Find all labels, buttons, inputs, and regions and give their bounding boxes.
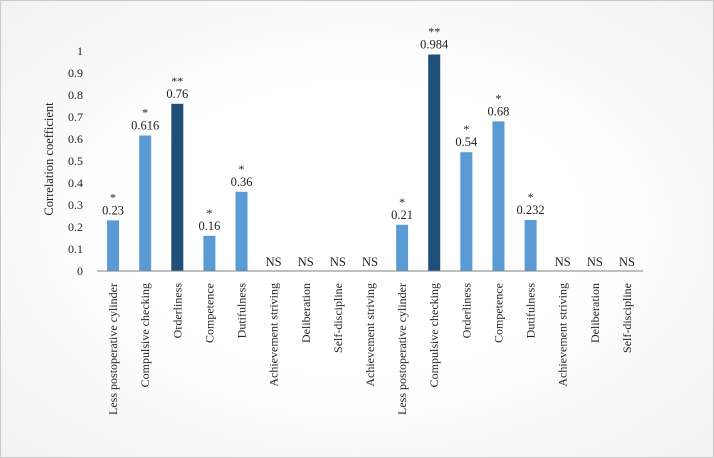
y-tick-label: 0.2 — [68, 220, 83, 234]
bar — [428, 54, 441, 271]
data-label: 0.984 — [420, 38, 449, 52]
significance-marker: ** — [428, 25, 440, 39]
y-tick-label: 0.8 — [68, 88, 83, 102]
y-tick-label: 0.7 — [68, 110, 83, 124]
data-label: NS — [266, 255, 282, 269]
significance-marker: * — [495, 91, 501, 105]
significance-marker: * — [399, 195, 405, 209]
x-category-label: Deliberation — [588, 283, 602, 343]
bar — [171, 103, 184, 271]
data-label: 0.21 — [391, 208, 413, 222]
x-category-label: Achievement striving — [363, 283, 377, 387]
data-label: NS — [555, 255, 571, 269]
bars — [107, 54, 537, 272]
x-category-label: Self-discipline — [331, 283, 345, 353]
bar — [139, 135, 152, 271]
data-label: 0.76 — [166, 87, 188, 101]
significance-marker: * — [142, 105, 148, 119]
significance-marker: * — [528, 190, 534, 204]
y-tick-label: 1 — [77, 44, 83, 58]
significance-marker: * — [110, 190, 116, 204]
data-label: 0.68 — [488, 104, 510, 118]
data-label: 0.23 — [102, 203, 124, 217]
x-category-label: Competence — [202, 283, 216, 343]
y-tick-label: 0.6 — [68, 132, 83, 146]
x-category-label: Dutifulness — [524, 283, 538, 339]
x-category-label: Orderliness — [459, 283, 473, 339]
category-labels: Less postoperative cylinder Compulsive ch… — [106, 283, 634, 415]
x-category-label: Achievement striving — [556, 283, 570, 387]
y-axis-label: Correlation coefficient — [42, 102, 56, 216]
data-label: 0.16 — [198, 219, 220, 233]
x-category-label: Less postoperative cylinder — [395, 283, 409, 415]
data-label: 0.36 — [231, 175, 253, 189]
significance-marker: ** — [171, 74, 183, 88]
y-tick-label: 0 — [77, 264, 83, 278]
x-category-label: Achievement striving — [267, 283, 281, 387]
y-tick-label: 0.5 — [68, 154, 83, 168]
y-tick-label: 0.9 — [68, 66, 83, 80]
bar — [203, 235, 216, 271]
y-tick-label: 0.4 — [68, 176, 83, 190]
x-category-label: Dutifulness — [235, 283, 249, 339]
x-category-label: Deliberation — [299, 283, 313, 343]
data-labels: 0.23 0.616 0.76 0.16 0.36 NS NS NS NS 0.21 0.984 0.… — [102, 38, 635, 269]
data-label: 0.616 — [131, 118, 159, 132]
bar — [396, 224, 409, 271]
x-category-label: Competence — [491, 283, 505, 343]
data-label: NS — [587, 255, 603, 269]
x-category-label: Self-discipline — [620, 283, 634, 353]
y-tick-label: 0.3 — [68, 198, 83, 212]
x-category-label: Less postoperative cylinder — [106, 283, 120, 415]
bar — [524, 219, 537, 271]
x-category-label: Orderliness — [170, 283, 184, 339]
y-tick-label: 0.1 — [68, 242, 83, 256]
data-label: NS — [298, 255, 314, 269]
significance-marker: * — [206, 206, 212, 220]
data-label: NS — [362, 255, 378, 269]
data-label: NS — [330, 255, 346, 269]
significance-marker: * — [239, 162, 245, 176]
data-label: 0.54 — [455, 135, 478, 149]
y-axis: 0 0.1 0.2 0.3 0.4 0.5 0.6 0.7 0.8 0.9 1 — [68, 44, 83, 278]
x-category-label: Compulsive checking — [138, 283, 152, 387]
bar — [235, 191, 248, 271]
data-label: 0.232 — [517, 203, 545, 217]
bar — [460, 152, 473, 271]
significance-marker: * — [463, 122, 469, 136]
x-category-label: Compulsive checking — [427, 283, 441, 387]
bar — [107, 220, 120, 271]
data-label: NS — [619, 255, 635, 269]
significance-markers: ************ — [110, 25, 534, 220]
bar — [492, 121, 505, 272]
